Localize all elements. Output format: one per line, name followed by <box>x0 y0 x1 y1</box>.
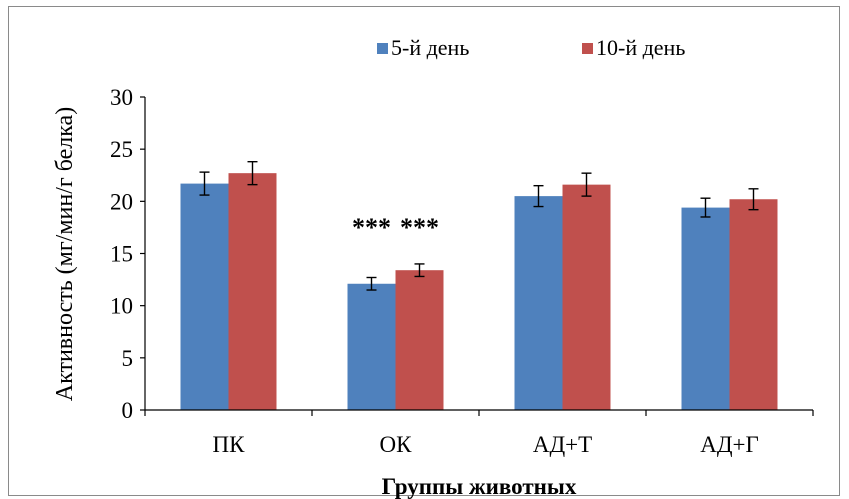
legend-swatch <box>377 43 388 54</box>
x-axis-label: Группы животных <box>382 474 577 499</box>
x-tick-label: АД+Т <box>533 432 592 457</box>
bars <box>180 173 778 410</box>
y-tick-label: 10 <box>110 294 133 319</box>
x-tick-label: ОК <box>380 432 413 457</box>
significance-mark: *** <box>352 213 391 242</box>
y-tick-label: 5 <box>122 346 134 371</box>
legend-label: 5-й день <box>391 35 469 60</box>
bar <box>180 183 229 410</box>
error-bars <box>199 160 759 291</box>
y-tick-label: 15 <box>110 242 133 267</box>
bar <box>395 270 444 410</box>
y-tick-label: 20 <box>110 189 133 214</box>
bar <box>228 173 277 410</box>
legend-label: 10-й день <box>596 35 685 60</box>
bar <box>729 199 778 410</box>
legend-swatch <box>582 43 593 54</box>
y-tick-label: 25 <box>110 137 133 162</box>
annotations: *** *** <box>352 213 439 242</box>
bar <box>562 184 611 410</box>
y-tick-label: 0 <box>122 398 134 423</box>
bar <box>347 283 396 410</box>
legend: 5-й день 10-й день <box>377 35 685 60</box>
x-tick-label: ПК <box>213 432 246 457</box>
x-tick-label: АД+Г <box>700 432 759 457</box>
significance-mark: *** <box>400 213 439 242</box>
y-tick-label: 30 <box>110 85 133 110</box>
axes: 0 5 10 15 20 25 30 ПК ОК АД+Т АД+Г <box>110 85 814 457</box>
bar <box>514 196 563 410</box>
y-axis-label: Активность (мг/мин/г белка) <box>52 107 78 401</box>
bar <box>681 207 730 410</box>
